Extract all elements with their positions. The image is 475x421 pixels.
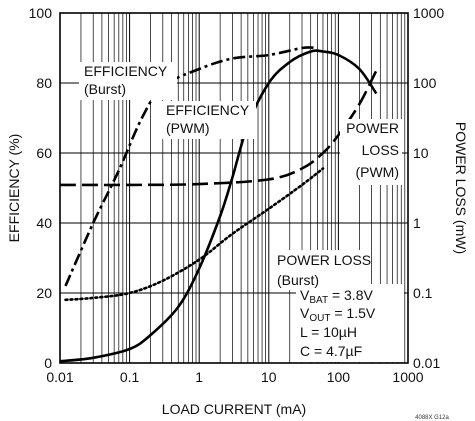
y-right-tick-label: 1000: [413, 5, 444, 21]
ann-eff-burst-line1: EFFICIENCY: [84, 63, 168, 79]
cond-vbat: VBAT = 3.8V: [300, 287, 373, 306]
annotation-power-loss-burst: POWER LOSS (Burst): [277, 252, 371, 288]
x-tick-label: 0.01: [46, 369, 73, 385]
y-left-tick-label: 20: [36, 285, 52, 301]
ann-loss-burst-line2: (Burst): [277, 272, 319, 288]
y-right-tick-label: 0.1: [413, 285, 433, 301]
plot-frame: [59, 12, 409, 364]
y-left-tick-label: 100: [29, 5, 53, 21]
ann-bg-eff-burst: [79, 62, 177, 100]
series-line-power-loss-pwm: [59, 70, 378, 187]
y-right-tick-label: 0.01: [413, 355, 440, 371]
series-line-efficiency-pwm: [59, 49, 378, 363]
ann-eff-pwm-line2: (PWM): [166, 120, 210, 136]
x-tick-label: 1: [195, 369, 203, 385]
ann-bg-loss-burst: [272, 250, 366, 290]
y-right-tick-label: 10: [413, 145, 429, 161]
y-axis-right-label: POWER LOSS (mW): [453, 122, 469, 254]
ann-bg-eff-pwm: [162, 101, 256, 139]
cond-vout: VOUT = 1.5V: [300, 305, 376, 324]
annotation-efficiency-burst: EFFICIENCY (Burst): [84, 63, 168, 97]
x-axis-label: LOAD CURRENT (mA): [162, 401, 306, 417]
series-line-efficiency-burst: [64, 46, 318, 287]
ann-bg-loss-pwm: [340, 119, 402, 185]
x-tick-label: 1000: [392, 369, 423, 385]
ann-eff-pwm-line1: EFFICIENCY: [166, 102, 250, 118]
ann-eff-burst-line2: (Burst): [84, 81, 126, 97]
y-right-tick-label: 100: [413, 75, 437, 91]
y-left-tick-label: 40: [36, 215, 52, 231]
ann-loss-pwm-line1: POWER: [346, 120, 399, 136]
ann-loss-burst-line1: POWER LOSS: [277, 252, 371, 268]
y-left-tick-label: 80: [36, 75, 52, 91]
x-tick-label: 0.1: [120, 369, 140, 385]
y-axis-left-label: EFFICIENCY (%): [6, 134, 22, 243]
cond-capacitor: C = 4.7µF: [300, 343, 362, 359]
y-left-tick-label: 60: [36, 145, 52, 161]
x-tick-label: 100: [327, 369, 351, 385]
tick-labels: 0.01 0.1 1 10 100 1000 0 20 40 60 80 100 0.01 0.1 1 10 1…: [29, 5, 445, 385]
annotation-conditions: VBAT = 3.8V VOUT = 1.5V L = 10µH C = 4.7…: [300, 287, 376, 359]
series-line-power-loss-burst: [64, 167, 325, 302]
annotation-efficiency-pwm: EFFICIENCY (PWM): [166, 102, 250, 136]
x-tick-label: 10: [261, 369, 277, 385]
ann-loss-pwm-line2: LOSS: [362, 142, 399, 158]
ann-bg-conditions: [296, 284, 404, 362]
ann-loss-pwm-line3: (PWM): [355, 164, 399, 180]
y-left-tick-label: 0: [44, 355, 52, 371]
series-lines: [59, 46, 378, 363]
cond-inductor: L = 10µH: [300, 324, 357, 340]
annotation-power-loss-pwm: POWER LOSS (PWM): [346, 120, 399, 180]
figure-id: 4088X G12a: [415, 415, 449, 421]
y-right-tick-label: 1: [413, 215, 421, 231]
